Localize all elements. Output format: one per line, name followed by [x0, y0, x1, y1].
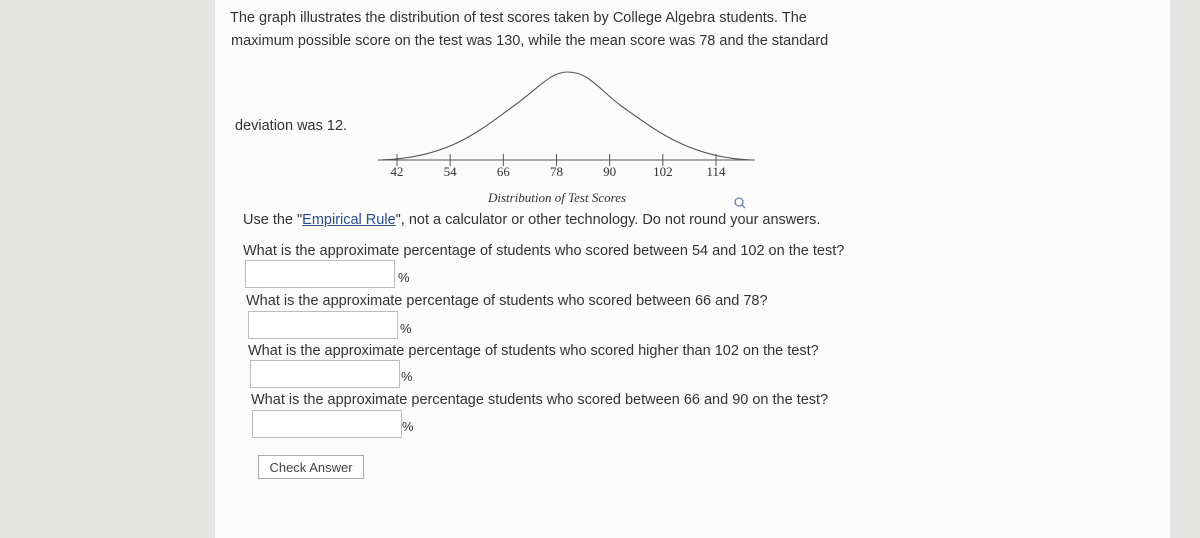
instruction-text: Use the " [243, 212, 303, 228]
check-answer-button[interactable]: Check Answer [258, 455, 364, 479]
tick-label: 66 [497, 164, 511, 179]
answer-input[interactable] [252, 410, 402, 438]
question: What is the approximate percentage of st… [248, 343, 819, 359]
intro-line: The graph illustrates the distribution o… [230, 10, 807, 26]
tick-label: 90 [603, 164, 616, 179]
tick-label: 78 [550, 164, 563, 179]
question: What is the approximate percentage stude… [251, 392, 829, 408]
instruction: Use the "Empirical Rule", not a calculat… [243, 212, 820, 228]
tick-label: 102 [653, 164, 673, 179]
intro-line: maximum possible score on the test was 1… [231, 33, 829, 49]
tick-label: 42 [391, 164, 404, 179]
intro-line: deviation was 12. [235, 118, 348, 134]
tick-label: 54 [444, 164, 458, 179]
answer-input[interactable] [245, 260, 395, 288]
answer-input[interactable] [248, 311, 398, 339]
question: What is the approximate percentage of st… [246, 293, 768, 309]
instruction-text: ", not a calculator or other technology.… [395, 212, 821, 228]
normal-curve-graph: Distribution of Test Scores 42 54 66 78 90 10… [378, 71, 755, 209]
search-icon [734, 197, 746, 209]
unit: % [401, 369, 413, 384]
tick-label: 114 [706, 164, 726, 179]
bell-curve [379, 71, 753, 161]
question: What is the approximate percentage of st… [243, 243, 845, 259]
graph-caption: Distribution of Test Scores [487, 190, 626, 205]
unit: % [398, 270, 410, 285]
answer-input[interactable] [250, 360, 400, 388]
unit: % [402, 419, 414, 434]
empirical-rule-link[interactable]: Empirical Rule [302, 212, 396, 228]
unit: % [400, 321, 412, 336]
